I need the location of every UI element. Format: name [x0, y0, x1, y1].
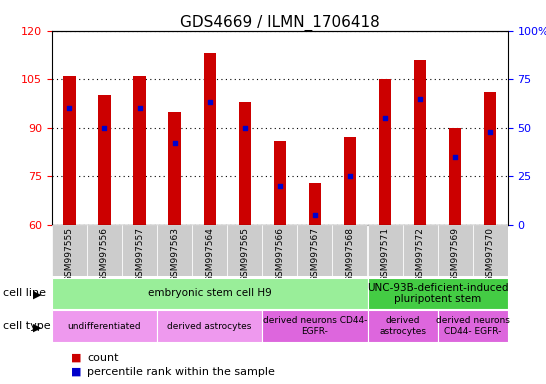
Text: undifferentiated: undifferentiated [68, 321, 141, 331]
Bar [204, 53, 216, 225]
Bar [227, 225, 262, 276]
Bar [239, 102, 251, 225]
Text: GSM997564: GSM997564 [205, 227, 214, 282]
Bar [169, 111, 181, 225]
Bar [438, 310, 508, 342]
Bar [262, 225, 298, 276]
Text: GSM997557: GSM997557 [135, 227, 144, 282]
Bar [262, 310, 367, 342]
Bar [157, 310, 262, 342]
Bar [367, 225, 402, 276]
Text: GSM997570: GSM997570 [486, 227, 495, 282]
Point [346, 173, 354, 179]
Bar [367, 278, 508, 309]
Text: GSM997566: GSM997566 [275, 227, 284, 282]
Bar [367, 310, 438, 342]
Text: embryonic stem cell H9: embryonic stem cell H9 [148, 288, 271, 298]
Text: derived neurons CD44-
EGFR-: derived neurons CD44- EGFR- [263, 316, 367, 336]
Point [170, 140, 179, 146]
Text: ■: ■ [71, 367, 81, 377]
Text: GSM997565: GSM997565 [240, 227, 250, 282]
Text: derived neurons
CD44- EGFR-: derived neurons CD44- EGFR- [436, 316, 509, 336]
Point [381, 115, 389, 121]
Bar [402, 225, 438, 276]
Bar [473, 225, 508, 276]
Point [451, 154, 460, 160]
Text: GSM997572: GSM997572 [416, 227, 425, 282]
Text: GSM997568: GSM997568 [346, 227, 354, 282]
Text: percentile rank within the sample: percentile rank within the sample [87, 367, 275, 377]
Text: cell type: cell type [3, 321, 50, 331]
Text: UNC-93B-deficient-induced
pluripotent stem: UNC-93B-deficient-induced pluripotent st… [367, 283, 508, 304]
Bar [122, 225, 157, 276]
Bar [274, 141, 286, 225]
Point [311, 212, 319, 218]
Point [205, 99, 214, 106]
Point [65, 105, 74, 111]
Text: cell line: cell line [3, 288, 46, 298]
Title: GDS4669 / ILMN_1706418: GDS4669 / ILMN_1706418 [180, 15, 379, 31]
Bar [379, 79, 391, 225]
Bar [157, 225, 192, 276]
Text: count: count [87, 353, 119, 363]
Point [416, 96, 424, 102]
Bar [52, 225, 87, 276]
Bar [484, 92, 496, 225]
Bar [438, 225, 473, 276]
Point [276, 183, 284, 189]
Bar [52, 310, 157, 342]
Text: GSM997563: GSM997563 [170, 227, 179, 282]
Bar [308, 183, 321, 225]
Text: GSM997556: GSM997556 [100, 227, 109, 282]
Text: GSM997571: GSM997571 [381, 227, 389, 282]
Bar [192, 225, 227, 276]
Bar [87, 225, 122, 276]
Point [486, 129, 495, 135]
Text: derived astrocytes: derived astrocytes [168, 321, 252, 331]
Text: derived
astrocytes: derived astrocytes [379, 316, 426, 336]
Text: GSM997567: GSM997567 [310, 227, 319, 282]
Bar [298, 225, 333, 276]
Text: GSM997555: GSM997555 [65, 227, 74, 282]
Point [135, 105, 144, 111]
Text: GSM997569: GSM997569 [450, 227, 460, 282]
Point [100, 125, 109, 131]
Bar [414, 60, 426, 225]
Bar [63, 76, 75, 225]
Text: ■: ■ [71, 353, 81, 363]
Bar [98, 95, 111, 225]
Text: ▶: ▶ [33, 322, 41, 332]
Bar [449, 128, 461, 225]
Text: ▶: ▶ [33, 290, 41, 300]
Bar [344, 137, 356, 225]
Bar [133, 76, 146, 225]
Point [240, 125, 249, 131]
Bar [333, 225, 367, 276]
Bar [52, 278, 367, 309]
